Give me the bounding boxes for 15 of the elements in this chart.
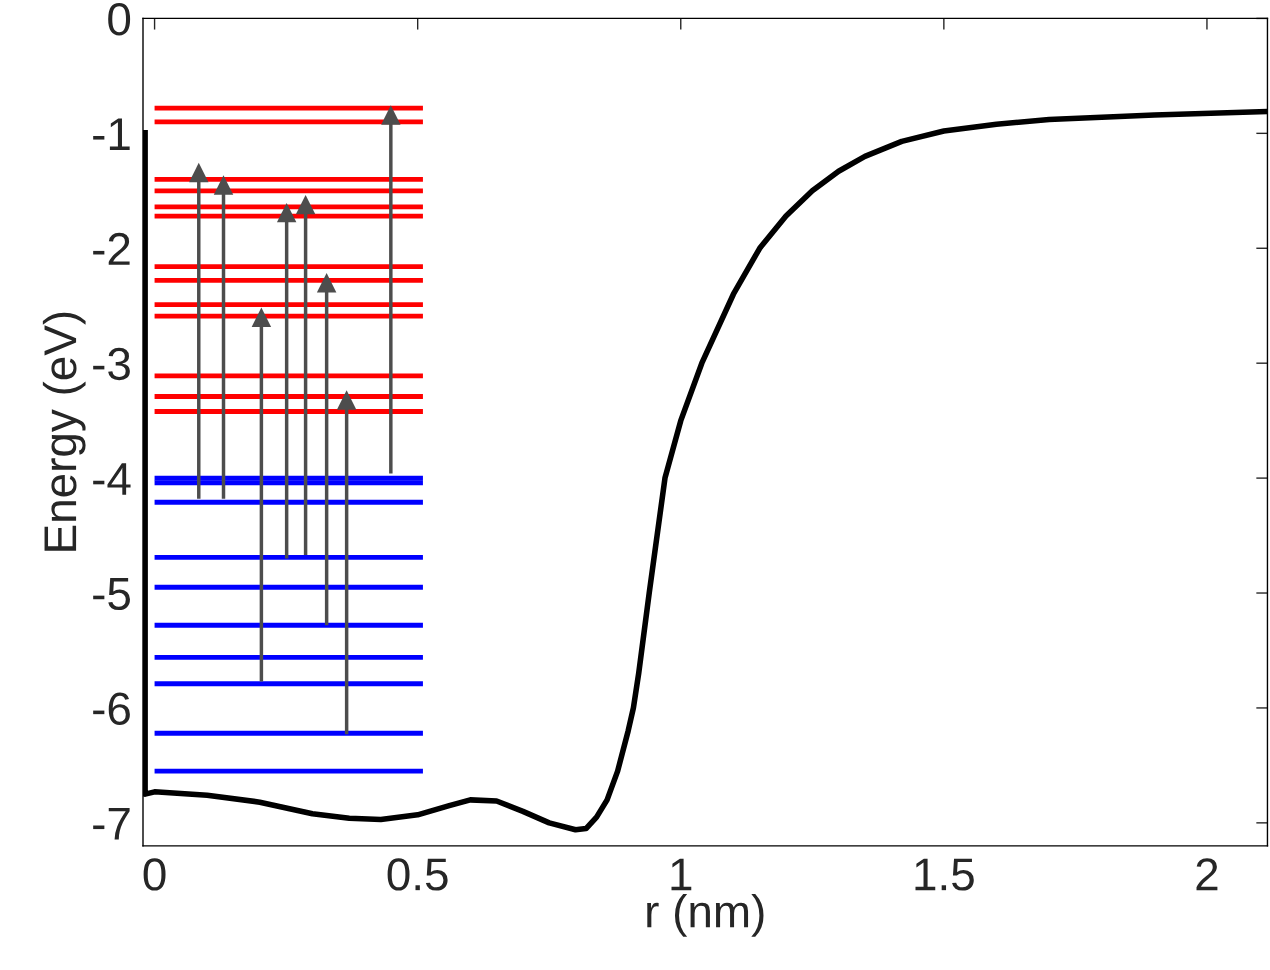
y-tick-label: -2: [93, 232, 130, 265]
y-tick-label: -7: [93, 807, 130, 840]
y-tick-label: -4: [93, 463, 131, 495]
y-tick-label: -6: [93, 692, 130, 725]
y-tick-label: -5: [93, 578, 130, 611]
x-axis-title: r (nm): [647, 894, 764, 937]
y-tick-label: -1: [93, 118, 130, 150]
x-tick-label: 0: [143, 858, 166, 891]
y-axis-title: Energy (eV): [42, 312, 86, 551]
x-tick-label: 1.5: [915, 858, 974, 891]
x-tick-label: 2: [1196, 858, 1218, 891]
x-tick-label: 0.5: [387, 858, 448, 891]
y-tick-label: 0: [108, 3, 131, 36]
y-tick-label: -3: [93, 347, 130, 381]
x-tick-label: 1: [671, 858, 692, 891]
